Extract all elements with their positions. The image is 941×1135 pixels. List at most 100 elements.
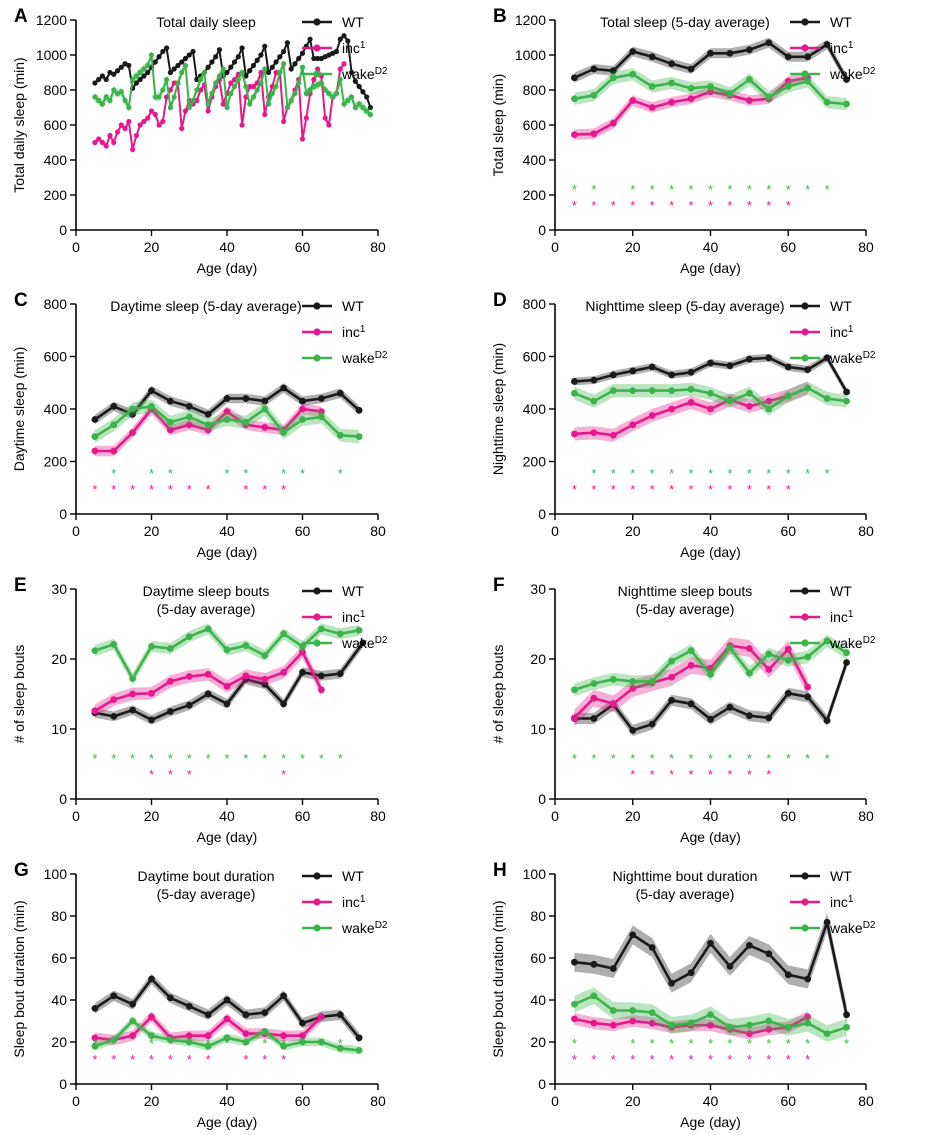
data-point — [299, 416, 306, 423]
data-point — [185, 413, 193, 421]
data-point — [167, 69, 173, 76]
data-point — [224, 69, 230, 76]
y-tick-label: 40 — [51, 992, 67, 1008]
x-tick-label: 80 — [858, 808, 874, 824]
y-axis-label: # of sleep bouts — [490, 645, 506, 744]
data-point — [197, 76, 204, 83]
data-point — [707, 1021, 714, 1029]
data-point — [197, 87, 204, 93]
significance-marker: * — [630, 466, 635, 481]
y-tick-label: 200 — [44, 187, 68, 203]
significance-marker: * — [591, 466, 596, 481]
legend-label: wakeD2 — [341, 635, 388, 651]
data-point — [336, 389, 344, 397]
data-point — [231, 76, 238, 83]
significance-marker: * — [766, 767, 771, 782]
x-tick-label: 0 — [72, 1093, 80, 1109]
data-point — [745, 355, 753, 363]
significance-marker: * — [805, 751, 810, 766]
data-point — [91, 1042, 99, 1050]
data-point — [148, 108, 155, 114]
data-point — [707, 664, 714, 672]
y-tick-label: 0 — [59, 222, 67, 238]
data-point — [590, 694, 598, 702]
x-tick-label: 20 — [625, 1093, 641, 1109]
x-tick-label: 80 — [858, 1093, 874, 1109]
data-point — [322, 115, 328, 121]
significance-marker: * — [766, 182, 771, 197]
y-tick-label: 1200 — [36, 12, 67, 28]
data-point — [223, 646, 231, 654]
y-tick-label: 0 — [59, 1076, 67, 1092]
panel-letter: B — [493, 6, 507, 27]
data-point — [209, 59, 215, 65]
data-point — [91, 647, 99, 654]
data-point — [145, 69, 151, 76]
legend-item-inc: inc1 — [790, 894, 854, 910]
data-point — [707, 49, 714, 57]
x-tick-label: 80 — [858, 239, 874, 255]
data-point — [243, 73, 249, 79]
x-tick-label: 60 — [780, 1093, 796, 1109]
legend-superscript: D2 — [863, 920, 876, 931]
data-point — [231, 59, 238, 65]
significance-marker: * — [591, 482, 596, 497]
significance-marker: * — [281, 1036, 286, 1051]
significance-marker: * — [149, 466, 154, 481]
data-point — [707, 671, 714, 678]
significance-marker: * — [630, 198, 635, 213]
y-tick-label: 1000 — [36, 47, 67, 63]
significance-marker: * — [92, 482, 97, 497]
data-point — [317, 413, 325, 421]
y-tick-label: 0 — [59, 506, 67, 522]
data-point — [804, 653, 812, 661]
data-point — [315, 66, 321, 72]
panel-letter: F — [493, 575, 505, 596]
legend-item-WT: WT — [302, 868, 364, 884]
significance-marker: * — [708, 466, 713, 481]
significance-marker: * — [611, 466, 616, 481]
legend-item-inc: inc1 — [790, 324, 854, 340]
data-point — [352, 78, 358, 84]
significance-marker: * — [650, 482, 655, 497]
data-point — [175, 80, 181, 86]
legend-marker — [801, 613, 809, 621]
significance-marker: * — [747, 482, 752, 497]
y-axis-label: Total daily sleep (min) — [11, 57, 27, 192]
data-point — [668, 696, 676, 704]
data-point — [311, 76, 317, 83]
data-point — [247, 83, 253, 90]
data-point — [110, 402, 118, 410]
data-point — [148, 1013, 155, 1021]
data-point — [648, 53, 656, 61]
significance-marker: * — [111, 1052, 116, 1067]
significance-marker: * — [844, 1036, 849, 1051]
y-tick-label: 600 — [523, 117, 547, 133]
data-point — [185, 701, 193, 709]
significance-marker: * — [747, 182, 752, 197]
data-point — [571, 95, 578, 103]
significance-marker: * — [747, 1036, 752, 1051]
data-point — [745, 645, 753, 652]
x-tick-label: 0 — [551, 808, 559, 824]
significance-marker: * — [572, 1036, 577, 1051]
data-point — [609, 74, 617, 82]
significance-marker: * — [130, 1052, 135, 1067]
data-point — [629, 421, 637, 429]
significance-marker: * — [111, 1036, 116, 1051]
data-point — [204, 1042, 212, 1050]
significance-marker: * — [689, 482, 694, 497]
data-point — [148, 975, 155, 983]
data-point — [265, 69, 272, 76]
data-point — [726, 963, 734, 970]
data-point — [609, 965, 617, 972]
y-tick-label: 20 — [530, 1034, 546, 1050]
legend-marker — [313, 328, 321, 336]
data-point — [668, 371, 676, 379]
data-point — [609, 1007, 617, 1014]
panel-H: H 0 20 40 60 80 100 0 20 40 60 80 Age (day) Sleep bou… — [490, 860, 876, 1130]
data-point — [745, 669, 753, 677]
data-point — [156, 54, 162, 60]
data-point — [571, 74, 578, 82]
x-tick-label: 80 — [858, 523, 874, 539]
